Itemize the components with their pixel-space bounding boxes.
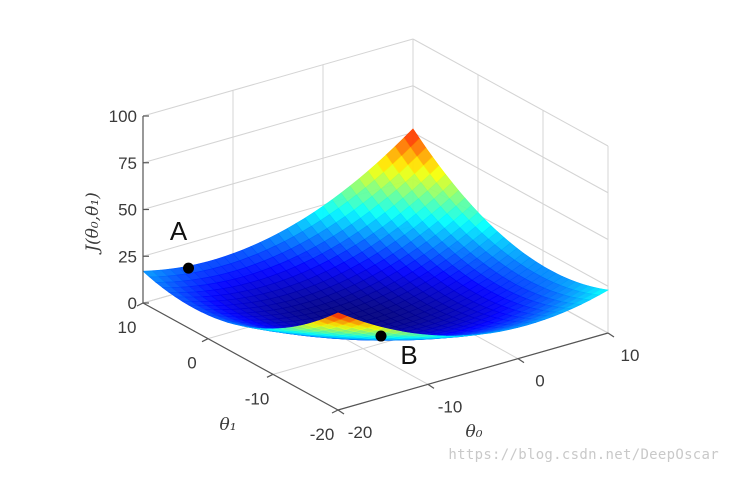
z-axis-label: J(θ₀,θ₁) — [83, 192, 103, 255]
grid-line — [412, 38, 609, 147]
theta0-tick-mark — [337, 409, 345, 415]
grid-line — [142, 85, 414, 164]
watermark-text: https://blog.csdn.net/DeepOscar — [448, 447, 719, 463]
z-tick-label: 100 — [109, 107, 137, 126]
z-tick-label: 0 — [128, 294, 137, 313]
grid-line — [142, 38, 414, 117]
theta1-tick-label: 0 — [187, 354, 196, 373]
z-tick-label: 75 — [118, 154, 137, 173]
point-a-marker — [183, 262, 194, 274]
point-b-marker — [375, 330, 387, 342]
z-tick-label: 25 — [118, 247, 137, 266]
theta1-tick-label: 10 — [118, 318, 137, 337]
grid-line — [412, 85, 609, 194]
surface-patch — [330, 312, 348, 320]
theta0-tick-label: -20 — [348, 423, 373, 442]
grid-line — [412, 132, 609, 240]
theta1-tick-mark — [266, 373, 274, 378]
theta0-axis-line — [337, 332, 609, 411]
theta1-tick-label: -10 — [245, 389, 270, 408]
theta0-axis-label: θ₀ — [465, 422, 482, 442]
theta1-tick-labels: -20 -10 0 10 — [118, 302, 339, 444]
theta0-tick-label: -10 — [438, 397, 463, 416]
z-tick-label: 50 — [118, 201, 137, 220]
theta1-tick-mark — [136, 302, 144, 307]
theta0-tick-label: 0 — [535, 372, 544, 391]
theta0-tick-label: 10 — [621, 346, 640, 365]
point-b-label: B — [400, 340, 417, 370]
grid-line — [142, 132, 414, 210]
z-tick-labels: 0 25 50 75 100 — [109, 107, 149, 313]
theta1-tick-mark — [331, 409, 339, 414]
theta0-tick-labels: -20 -10 0 10 — [337, 332, 640, 442]
theta0-tick-mark — [607, 332, 615, 338]
theta1-tick-mark — [201, 338, 209, 343]
cost-surface — [142, 128, 609, 341]
theta1-axis-label: θ₁ — [219, 415, 236, 435]
marked-points: AB — [170, 216, 418, 370]
point-a-label: A — [170, 216, 188, 246]
theta0-tick-mark — [517, 358, 525, 364]
theta0-tick-mark — [427, 383, 435, 389]
theta1-axis-line — [142, 302, 339, 411]
theta1-tick-label: -20 — [310, 425, 335, 444]
